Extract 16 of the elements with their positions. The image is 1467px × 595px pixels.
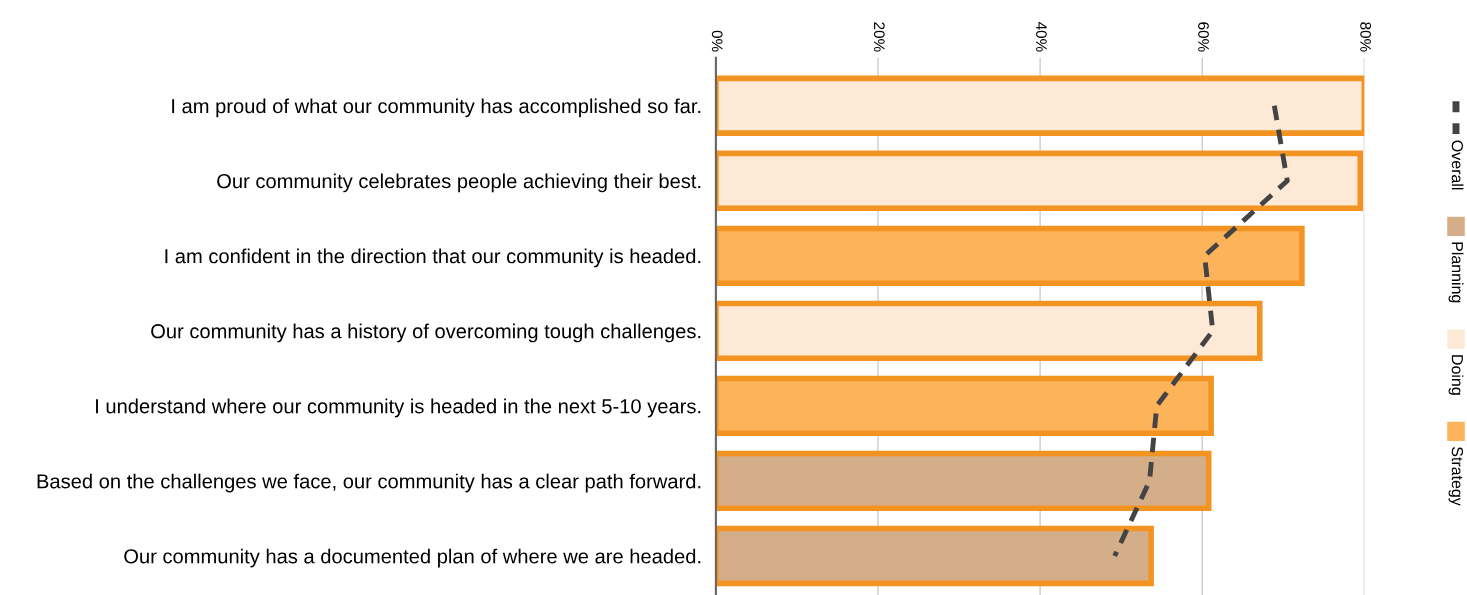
y-tick-label: Based on the challenges we face, our community has a clear path forward. (37, 473, 701, 493)
y-tick-label: I am proud of what our community has accomplished so far. (172, 98, 701, 118)
y-tick-label: I understand where our community is headed in the next 5-10 years. (96, 398, 701, 418)
y-tick-label: Our community has a history of overcoming tough challenges. (151, 323, 701, 343)
x-tick-label: 80% (1360, 22, 1372, 52)
x-tick-label: 0% (711, 30, 723, 52)
y-tick-label: Our community celebrates people achieving their best. (217, 173, 701, 193)
legend-label: Strategy (1448, 447, 1464, 506)
legend-label: Overall (1451, 140, 1464, 190)
x-tick-label: 20% (873, 22, 885, 52)
x-tick-label: 40% (1036, 21, 1047, 52)
legend-label: Planning (1448, 242, 1464, 303)
y-tick-label: Our community has a documented plan of where we are headed. (124, 548, 701, 568)
x-tick-label: 60% (1198, 22, 1209, 52)
legend-label: Doing (1448, 355, 1464, 395)
y-tick-label: I am confident in the direction that our community is headed. (165, 248, 701, 268)
